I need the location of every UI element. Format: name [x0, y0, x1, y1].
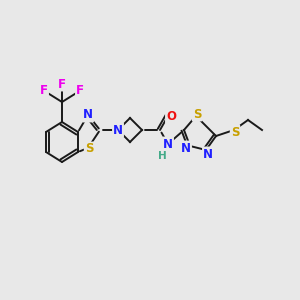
Text: F: F	[58, 77, 66, 91]
Text: F: F	[40, 85, 48, 98]
Text: S: S	[231, 125, 239, 139]
Text: H: H	[158, 151, 166, 161]
Text: N: N	[181, 142, 191, 154]
Text: N: N	[203, 148, 213, 160]
Text: S: S	[85, 142, 93, 155]
Text: N: N	[113, 124, 123, 136]
Text: S: S	[193, 107, 201, 121]
Text: N: N	[83, 109, 93, 122]
Text: F: F	[76, 85, 84, 98]
Text: N: N	[163, 137, 173, 151]
Text: O: O	[166, 110, 176, 122]
